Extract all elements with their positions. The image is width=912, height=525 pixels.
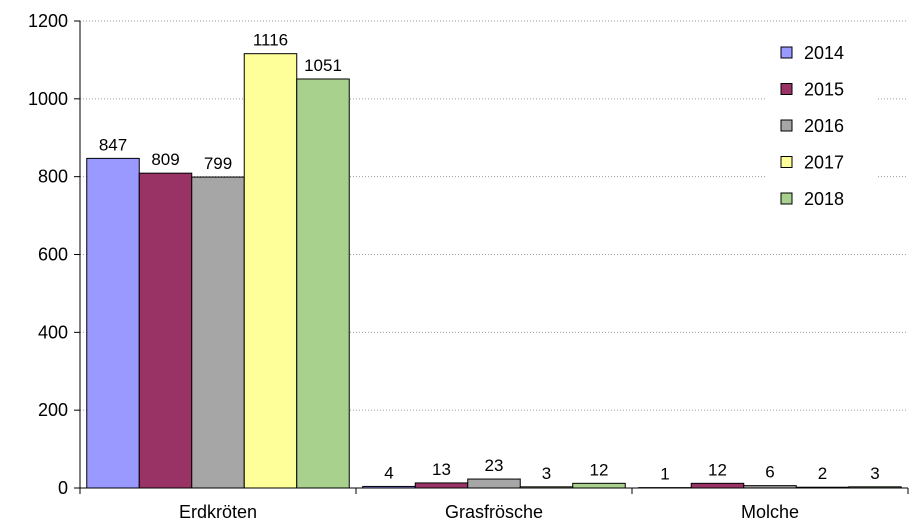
data-label: 12 bbox=[590, 460, 609, 479]
data-label: 4 bbox=[384, 463, 393, 482]
x-category-label: Erdkröten bbox=[179, 502, 257, 522]
legend-label: 2018 bbox=[804, 189, 844, 209]
bar bbox=[572, 482, 626, 489]
bar bbox=[191, 176, 245, 489]
data-label: 809 bbox=[151, 150, 179, 169]
data-label: 3 bbox=[870, 464, 879, 483]
legend-label: 2016 bbox=[804, 116, 844, 136]
legend-swatch bbox=[780, 156, 793, 168]
legend-label: 2017 bbox=[804, 153, 844, 173]
bar bbox=[690, 482, 745, 489]
data-label: 1116 bbox=[253, 31, 288, 50]
data-label: 6 bbox=[765, 463, 774, 482]
legend-swatch bbox=[780, 46, 793, 59]
legend-swatch bbox=[780, 192, 793, 205]
bar bbox=[86, 157, 140, 489]
data-label: 13 bbox=[432, 460, 451, 479]
legend-label: 2015 bbox=[804, 80, 844, 100]
bar bbox=[467, 478, 521, 489]
bar bbox=[296, 78, 350, 489]
axes bbox=[74, 20, 909, 494]
legend-label: 2014 bbox=[804, 43, 844, 63]
data-label: 799 bbox=[204, 154, 232, 173]
bar bbox=[414, 482, 469, 489]
data-label: 1051 bbox=[304, 56, 342, 75]
data-label: 12 bbox=[708, 460, 727, 479]
data-label: 2 bbox=[818, 464, 827, 483]
x-category-labels: Erdkröten Grasfrösche Molche bbox=[179, 502, 799, 522]
y-tick-labels: 0 200 400 600 800 1000 1200 bbox=[28, 11, 68, 498]
data-label: 1 bbox=[660, 465, 669, 484]
y-tick-label: 600 bbox=[38, 245, 68, 265]
y-tick-label: 400 bbox=[38, 322, 68, 342]
bar bbox=[138, 172, 193, 489]
y-tick-label: 0 bbox=[58, 478, 68, 498]
legend-swatch bbox=[780, 119, 793, 132]
legend-swatch bbox=[780, 83, 793, 95]
x-category-label: Molche bbox=[741, 502, 799, 522]
data-label: 3 bbox=[542, 464, 551, 483]
y-tick-label: 1000 bbox=[28, 89, 68, 109]
y-tick-label: 800 bbox=[38, 167, 68, 187]
legend: 2014 2015 2016 2017 2018 bbox=[766, 40, 876, 223]
y-tick-label: 200 bbox=[38, 400, 68, 420]
bar bbox=[243, 53, 298, 489]
bars bbox=[86, 53, 902, 489]
data-label: 23 bbox=[485, 456, 504, 475]
y-tick-label: 1200 bbox=[28, 11, 68, 31]
x-category-label: Grasfrösche bbox=[445, 502, 543, 522]
data-label: 847 bbox=[99, 135, 127, 154]
